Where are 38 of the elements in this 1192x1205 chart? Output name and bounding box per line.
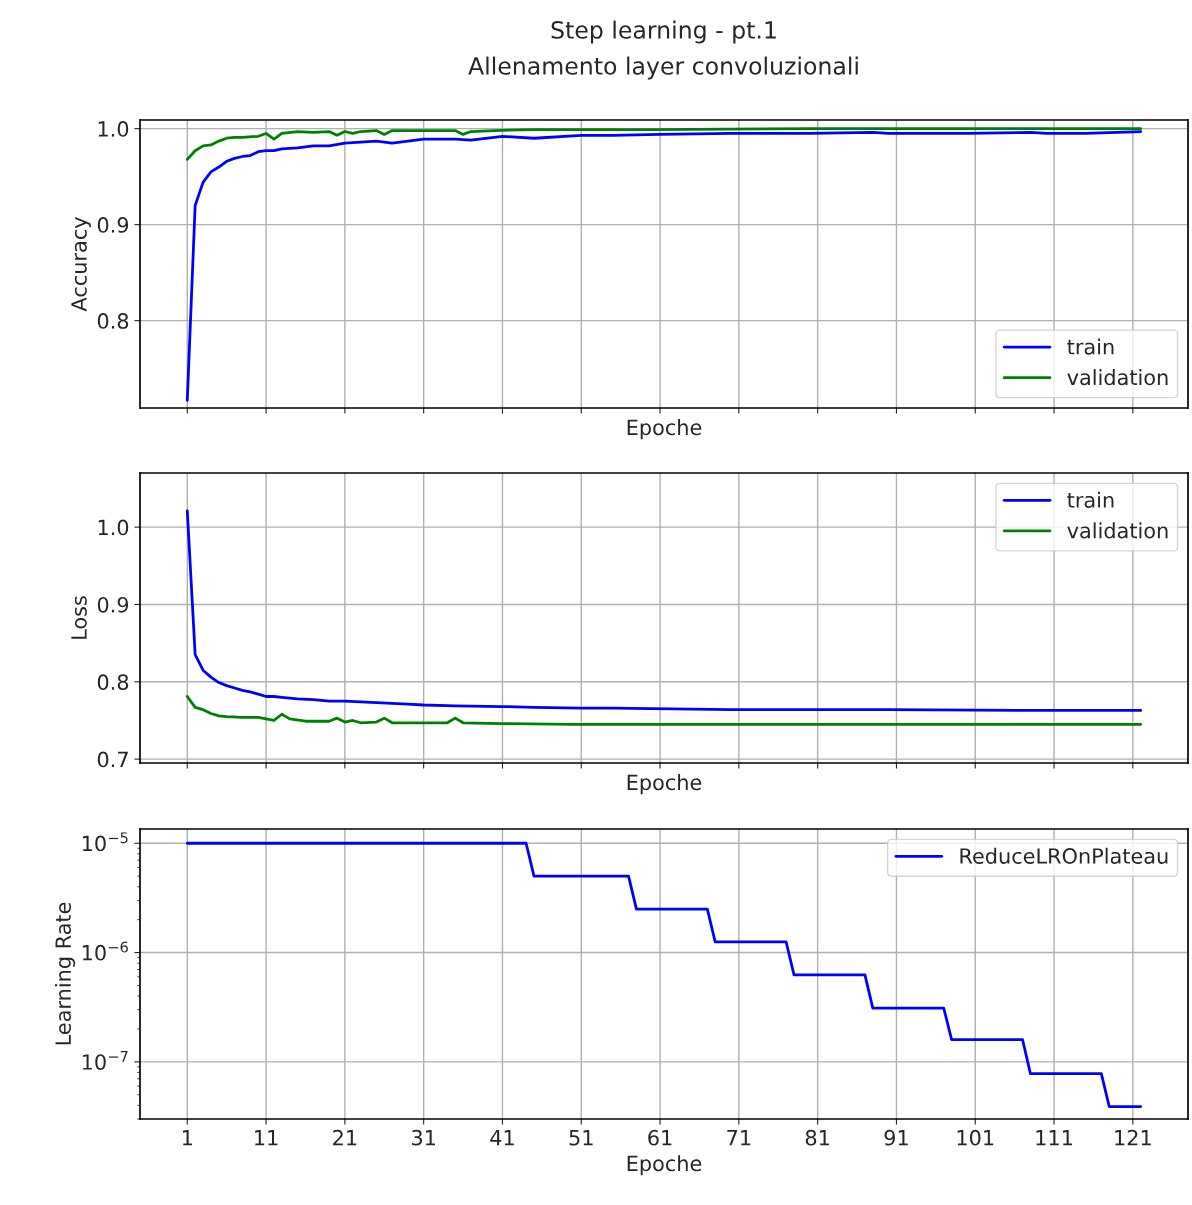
x-tick-label: 1 xyxy=(182,1130,192,1146)
x-tick-label: 31 xyxy=(412,1129,435,1146)
x-tick-label: 51 xyxy=(569,1130,593,1146)
y-axis-title: Learning Rate xyxy=(54,902,76,1045)
y-tick-label: 0.7 xyxy=(97,751,128,768)
x-tick-label: 91 xyxy=(884,1129,908,1146)
y-tick-label: 0.9 xyxy=(97,217,129,233)
line-series xyxy=(185,695,1143,726)
x-tick-label: 61 xyxy=(648,1129,672,1146)
x-tick-label: 21 xyxy=(333,1129,357,1146)
legend-label: train xyxy=(1067,491,1114,508)
x-tick-label: 11 xyxy=(255,1130,278,1146)
legend-label: ReduceLROnPlateau xyxy=(960,847,1168,864)
line-series xyxy=(185,127,1143,161)
x-tick-label: 41 xyxy=(490,1130,514,1146)
chart-title: Step learning - pt.1 xyxy=(551,20,776,44)
y-tick-label: 0.8 xyxy=(97,313,129,329)
x-tick-label: 121 xyxy=(1115,1129,1151,1146)
y-tick-label: 0.8 xyxy=(97,674,129,691)
x-axis-title: Epoche xyxy=(627,419,702,440)
y-tick-label: 10$^{−6}$ xyxy=(82,941,128,961)
y-axis-title: Loss xyxy=(71,596,87,639)
legend-label: train xyxy=(1067,338,1114,355)
y-axis-title: Accuracy xyxy=(71,217,91,312)
x-axis-title: Epoche xyxy=(627,774,702,795)
y-tick-label: 1.0 xyxy=(98,519,129,536)
x-tick-label: 81 xyxy=(805,1129,829,1146)
y-tick-label: 0.9 xyxy=(97,596,129,613)
chart-subtitle: Allenamento layer convoluzionali xyxy=(468,56,858,80)
y-tick-label: 1.0 xyxy=(98,121,129,137)
x-tick-label: 101 xyxy=(957,1129,994,1146)
y-tick-label: 10$^{−7}$ xyxy=(82,1051,128,1070)
legend-label: validation xyxy=(1067,522,1168,539)
x-tick-label: 71 xyxy=(727,1130,751,1146)
x-tick-label: 111 xyxy=(1036,1130,1072,1146)
x-axis-title: Epoche xyxy=(627,1155,702,1176)
legend-label: validation xyxy=(1067,369,1168,386)
y-tick-label: 10$^{−5}$ xyxy=(82,832,128,852)
